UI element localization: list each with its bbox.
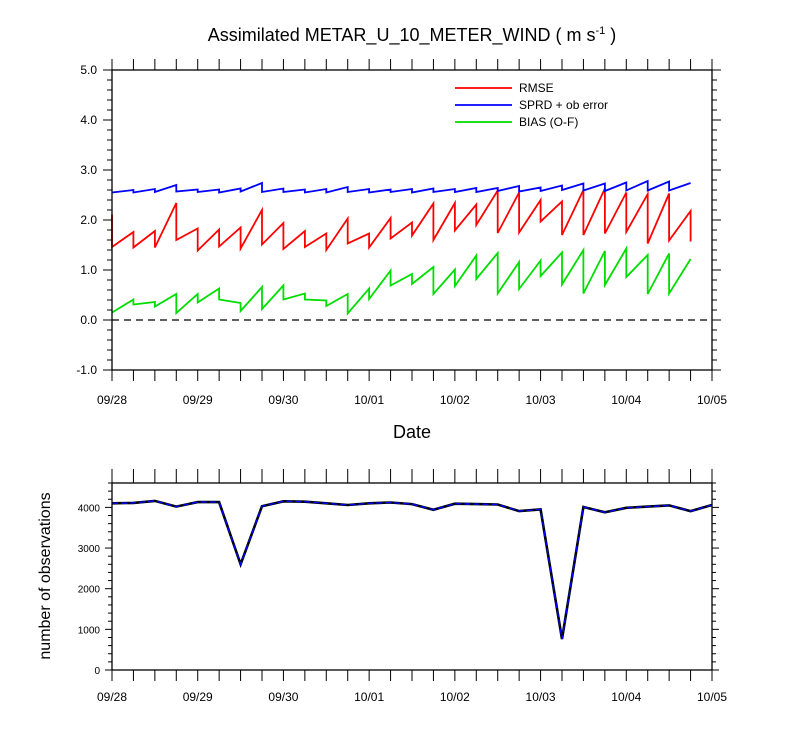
x-tick-label: 10/01	[354, 393, 384, 407]
y-tick-label: 0.0	[80, 313, 97, 327]
x-tick-label: 10/03	[526, 393, 556, 407]
y-tick-label: 1.0	[80, 263, 97, 277]
y-tick-label: -1.0	[76, 363, 97, 377]
obs-x-tick-label: 09/30	[268, 690, 298, 704]
x-tick-label: 09/29	[183, 393, 213, 407]
obs-y-tick-label: 1000	[78, 625, 101, 636]
series-line-bias-o-f	[111, 245, 692, 316]
obs-y-tick-label: 2000	[78, 585, 101, 596]
obs-x-tick-label: 10/02	[440, 690, 470, 704]
obs-y-tick-label: 4000	[78, 503, 101, 514]
obs-line-used	[111, 500, 713, 640]
x-tick-label: 10/02	[440, 393, 470, 407]
legend-label: SPRD + ob error	[519, 98, 608, 112]
y-tick-label: 3.0	[80, 163, 97, 177]
y-tick-label: 4.0	[80, 113, 97, 127]
chart-title: Assimilated METAR_U_10_METER_WIND ( m s-…	[208, 25, 617, 46]
obs-x-tick-label: 10/05	[697, 690, 727, 704]
top-axes-group	[111, 69, 713, 371]
obs-x-tick-label: 09/29	[183, 690, 213, 704]
bottom-ticks-group: 0 1000 2000 3000 4000 09/28 09/29 09/30 10/01 10/…	[78, 469, 727, 704]
y-axis-label-observations: number of observations	[37, 492, 54, 659]
obs-y-tick-label: 0	[94, 666, 100, 677]
x-tick-label: 10/04	[611, 393, 641, 407]
obs-x-tick-label: 09/28	[97, 690, 127, 704]
obs-x-tick-label: 10/03	[526, 690, 556, 704]
y-tick-label: 5.0	[80, 63, 97, 77]
bottom-axes-group	[111, 482, 713, 671]
top-plot-frame	[111, 69, 713, 371]
x-axis-label: Date	[393, 422, 431, 442]
obs-line-possible	[111, 499, 713, 640]
obs-x-tick-label: 10/04	[611, 690, 641, 704]
x-tick-label: 10/05	[697, 393, 727, 407]
bottom-series-group	[111, 499, 713, 640]
legend-label: RMSE	[519, 81, 554, 95]
obs-x-tick-label: 10/01	[354, 690, 384, 704]
series-line-rmse	[111, 187, 692, 253]
x-tick-label: 09/30	[268, 393, 298, 407]
top-series-group	[111, 179, 692, 316]
x-tick-label: 09/28	[97, 393, 127, 407]
y-tick-label: 2.0	[80, 213, 97, 227]
legend-label: BIAS (O-F)	[519, 115, 578, 129]
bottom-plot-frame	[111, 482, 713, 671]
series-line-sprd-ob-error	[111, 179, 691, 194]
obs-y-tick-label: 3000	[78, 544, 101, 555]
top-ticks-group: -1.0 0.0 1.0 2.0 3.0 4.0 5.0 09/28 09/29 09/30 10/…	[76, 59, 727, 407]
legend: RMSE SPRD + ob error BIAS (O-F)	[455, 81, 608, 129]
